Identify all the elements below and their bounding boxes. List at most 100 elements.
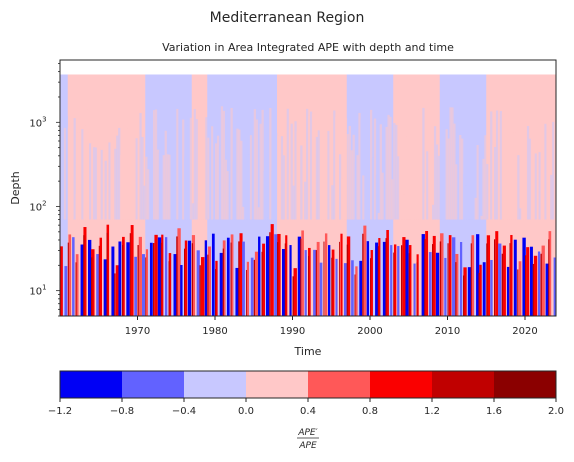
mixed-layer-warm-stripe <box>60 246 63 316</box>
mid-depth-column <box>341 178 343 219</box>
mid-depth-column <box>215 143 217 219</box>
mixed-layer-cool-stripe <box>188 241 191 316</box>
mid-depth-column <box>79 114 81 220</box>
mid-depth-column <box>178 110 180 220</box>
mid-depth-column <box>502 113 504 219</box>
x-tick-label: 1980 <box>202 326 227 337</box>
colorbar-swatch <box>432 371 494 398</box>
colorbar-swatch <box>184 371 246 398</box>
mixed-layer-warm-stripe <box>116 265 119 316</box>
mid-depth-column <box>463 174 465 219</box>
mixed-layer-strong-stripe <box>254 260 255 316</box>
mid-depth-column <box>393 123 395 219</box>
mixed-layer-cool-stripe <box>212 234 215 316</box>
mid-depth-column <box>122 133 124 220</box>
mixed-layer-warm-stripe <box>68 234 71 316</box>
mid-depth-column <box>477 145 479 220</box>
mid-depth-column <box>424 193 426 220</box>
mixed-layer-strong-stripe <box>517 269 518 316</box>
mixed-layer-strong-stripe <box>161 243 162 316</box>
mid-depth-column <box>444 114 446 220</box>
mid-depth-column <box>194 109 196 220</box>
mid-depth-column <box>258 207 260 219</box>
chart-title: Variation in Area Integrated APE with de… <box>162 41 454 54</box>
mixed-layer-cool-stripe <box>72 237 75 316</box>
mid-depth-column <box>399 122 401 219</box>
mixed-layer-cool-stripe <box>142 254 145 316</box>
mixed-layer-strong-stripe <box>541 254 542 316</box>
mixed-layer-strong-stripe <box>231 243 232 316</box>
mid-depth-column <box>510 166 512 220</box>
mid-depth-column <box>296 131 298 219</box>
mid-depth-column <box>461 139 463 220</box>
mid-depth-column <box>324 110 326 219</box>
mixed-layer-strong-stripe <box>246 270 247 316</box>
x-tick-label: 2000 <box>357 326 382 337</box>
mid-depth-column <box>446 129 448 219</box>
mid-depth-column <box>405 137 407 220</box>
mid-depth-column <box>325 106 327 219</box>
mixed-layer-strong-stripe <box>293 276 294 316</box>
mid-depth-column <box>517 155 519 219</box>
mixed-layer-cool-stripe <box>282 249 285 316</box>
mid-depth-column <box>380 124 382 219</box>
mid-depth-column <box>64 128 66 220</box>
mid-depth-column <box>356 155 358 219</box>
mixed-layer-cool-stripe <box>530 247 533 316</box>
mid-depth-column <box>417 109 419 219</box>
mid-depth-column <box>136 138 138 219</box>
colorbar-swatch <box>60 371 122 398</box>
mid-depth-column <box>198 201 200 219</box>
mixed-layer-strong-stripe <box>107 233 108 316</box>
mixed-layer-strong-stripe <box>494 239 495 316</box>
mixed-layer-strong-stripe <box>455 262 456 316</box>
mid-depth-column <box>91 144 93 220</box>
x-axis-label: Time <box>294 345 322 358</box>
mid-depth-column <box>418 161 420 219</box>
y-tick-label: 103 <box>29 115 46 129</box>
mixed-layer-cool-stripe <box>165 237 167 316</box>
mixed-layer-warm-stripe <box>317 242 320 316</box>
mid-depth-column <box>521 113 523 219</box>
mid-depth-column <box>537 115 539 219</box>
colorbar-label-numerator: APE′ <box>297 428 317 438</box>
mid-depth-column <box>124 122 126 220</box>
mid-depth-column <box>97 126 99 219</box>
mid-depth-column <box>203 136 205 220</box>
mid-depth-column <box>87 109 89 219</box>
mixed-layer-strong-stripe <box>378 246 379 316</box>
mid-depth-column <box>384 118 386 220</box>
mixed-layer-cool-stripe <box>375 243 378 316</box>
mixed-layer-strong-stripe <box>510 243 511 316</box>
mixed-layer-strong-stripe <box>339 242 340 316</box>
mid-depth-column <box>358 113 360 220</box>
mixed-layer-warm-stripe <box>154 235 157 316</box>
mixed-layer-cool-stripe <box>242 242 245 316</box>
mid-depth-column <box>62 158 64 219</box>
mid-depth-column <box>316 137 318 220</box>
mid-depth-column <box>174 109 176 219</box>
mid-depth-column <box>544 124 546 220</box>
mid-depth-column <box>525 113 527 219</box>
mid-depth-column <box>85 125 87 219</box>
mid-depth-column <box>242 207 244 220</box>
mixed-layer-strong-stripe <box>83 235 84 316</box>
mid-depth-column <box>238 130 240 220</box>
mid-depth-column <box>246 117 248 219</box>
mid-depth-column <box>287 109 289 220</box>
mixed-layer-strong-stripe <box>130 233 131 316</box>
mixed-layer-strong-stripe <box>432 244 433 316</box>
mid-depth-column <box>285 107 287 220</box>
mid-depth-column <box>267 217 269 219</box>
mid-depth-column <box>192 203 194 219</box>
mid-depth-column <box>527 126 529 220</box>
mid-depth-column <box>180 107 182 219</box>
mixed-layer-cool-stripe <box>81 245 84 316</box>
mid-depth-column <box>480 216 482 220</box>
mid-depth-column <box>387 115 389 220</box>
mixed-layer-warm-stripe <box>294 268 297 316</box>
mid-depth-column <box>440 198 442 220</box>
mixed-layer-warm-stripe <box>363 226 366 316</box>
mixed-layer-warm-stripe <box>131 225 134 316</box>
mid-depth-column <box>95 147 97 219</box>
